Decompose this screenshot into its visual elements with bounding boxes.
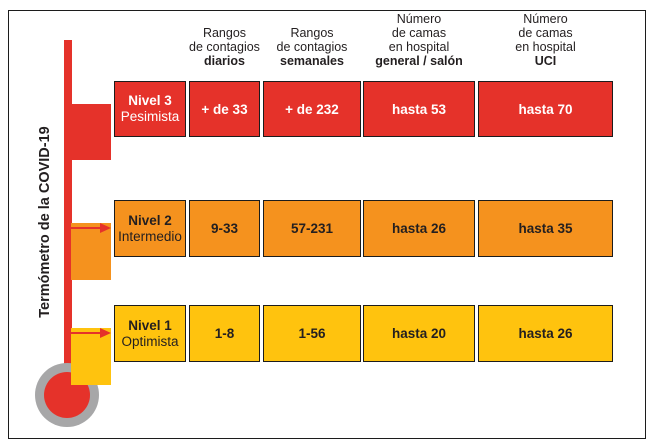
header-line: Rangos (290, 26, 334, 40)
header-line: de camas (518, 26, 573, 40)
level-2-icu-beds-cell: hasta 35 (478, 200, 613, 257)
level-name: Nivel 2 (128, 212, 172, 228)
header-line: en hospital (388, 40, 450, 54)
level-name: Nivel 1 (128, 317, 172, 333)
header-line: Rangos (202, 26, 247, 40)
header-line-bold: diarios (204, 54, 245, 68)
arrow-level-1-icon (71, 328, 111, 385)
level-name: Nivel 3 (128, 93, 172, 108)
thermometer-stem (64, 40, 72, 390)
column-header-icu-beds: Número de camas en hospital UCI (478, 12, 613, 68)
level-subtitle: Pesimista (120, 109, 180, 124)
arrow-shaft (71, 227, 102, 229)
column-header-general-beds: Número de camas en hospital general / sa… (363, 12, 475, 68)
column-header-weekly-cases: Rangos de contagios semanales (263, 26, 361, 68)
header-line: Número (523, 12, 568, 26)
level-1-daily-cases-cell: 1-8 (189, 305, 260, 362)
level-3-weekly-cases-cell: + de 232 (263, 81, 361, 137)
arrow-head-icon (100, 104, 111, 114)
level-2-weekly-cases-cell: 57-231 (263, 200, 361, 257)
level-subtitle: Optimista (121, 333, 179, 349)
level-3-icu-beds-cell: hasta 70 (478, 81, 613, 137)
level-1-icu-beds-cell: hasta 26 (478, 305, 613, 362)
header-line-bold: semanales (280, 54, 344, 68)
level-1-label-cell: Nivel 1 Optimista (114, 305, 186, 362)
level-1-weekly-cases-cell: 1-56 (263, 305, 361, 362)
level-subtitle: Intermedio (118, 228, 182, 244)
thermometer-title: Termómetro de la COVID-19 (37, 126, 53, 318)
column-header-daily-cases: Rangos de contagios diarios (189, 26, 260, 68)
level-2-daily-cases-cell: 9-33 (189, 200, 260, 257)
header-line: en hospital (515, 40, 576, 54)
arrow-level-3-icon (71, 104, 111, 160)
header-line: de contagios (189, 40, 260, 54)
header-line: Número (396, 12, 442, 26)
level-1-general-beds-cell: hasta 20 (363, 305, 475, 362)
level-3-label-cell: Nivel 3 Pesimista (114, 81, 186, 137)
arrow-level-2-icon (71, 223, 111, 280)
level-2-label-cell: Nivel 2 Intermedio (114, 200, 186, 257)
level-3-general-beds-cell: hasta 53 (363, 81, 475, 137)
arrow-shaft (71, 108, 102, 110)
arrow-head-icon (100, 328, 111, 338)
arrow-shaft (71, 332, 102, 334)
level-3-daily-cases-cell: + de 33 (189, 81, 260, 137)
header-line: de contagios (276, 40, 348, 54)
arrow-head-icon (100, 223, 111, 233)
header-line: de camas (391, 26, 447, 40)
level-2-general-beds-cell: hasta 26 (363, 200, 475, 257)
header-line-bold: general / salón (375, 54, 463, 68)
header-line-bold: UCI (534, 54, 557, 68)
